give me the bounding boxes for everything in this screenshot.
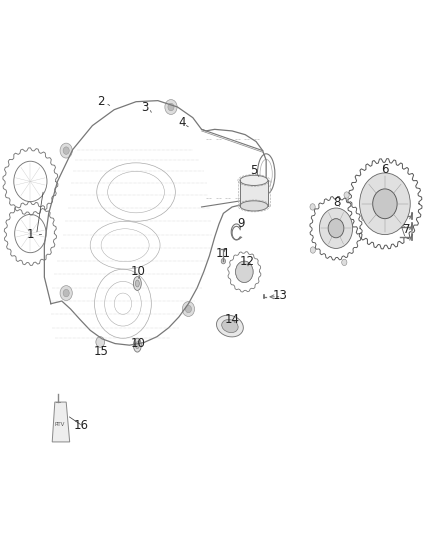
Polygon shape [52,402,70,442]
Text: 12: 12 [240,255,255,268]
Ellipse shape [135,342,139,349]
Text: 6: 6 [381,163,389,176]
Circle shape [319,208,353,248]
Text: 16: 16 [74,419,89,432]
Circle shape [236,261,253,282]
Text: 5: 5 [250,164,258,177]
Text: 13: 13 [273,289,288,302]
Text: 11: 11 [216,247,231,260]
Ellipse shape [134,338,141,352]
Text: 3: 3 [141,101,148,114]
Circle shape [60,286,72,301]
Circle shape [168,103,174,111]
Text: 1: 1 [27,228,34,241]
Circle shape [182,302,194,317]
Text: 4: 4 [178,117,186,130]
Circle shape [361,214,367,221]
Text: 2: 2 [97,95,105,108]
Circle shape [344,192,349,198]
Circle shape [221,259,226,264]
Text: 7: 7 [403,223,410,236]
Text: 10: 10 [131,265,146,278]
Circle shape [328,219,344,238]
Ellipse shape [135,280,139,287]
Circle shape [373,189,397,219]
Circle shape [310,204,315,210]
Circle shape [165,100,177,115]
Ellipse shape [222,319,238,333]
Text: 10: 10 [131,337,146,350]
Text: 8: 8 [333,196,341,209]
Text: RTV: RTV [55,423,65,427]
Text: 14: 14 [225,313,240,326]
Circle shape [310,247,315,253]
Circle shape [63,147,69,155]
Circle shape [342,259,347,265]
Text: 9: 9 [237,217,244,230]
Circle shape [360,173,410,235]
Circle shape [96,337,105,348]
Ellipse shape [216,315,244,337]
Circle shape [185,305,191,313]
Circle shape [60,143,72,158]
Circle shape [63,289,69,297]
Ellipse shape [134,277,141,290]
Text: 15: 15 [94,345,109,358]
Ellipse shape [240,175,268,185]
Ellipse shape [240,201,268,211]
